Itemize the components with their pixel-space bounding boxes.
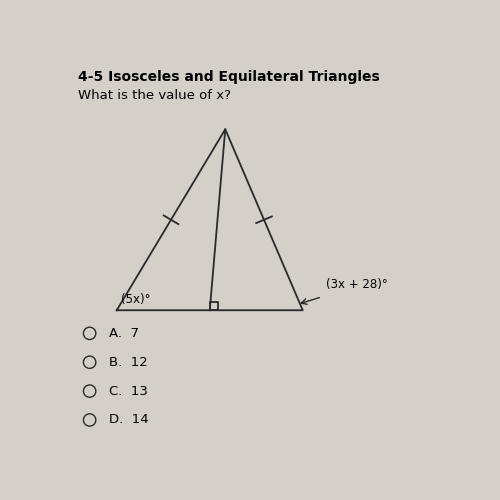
Text: A.  7: A. 7 — [109, 327, 139, 340]
Text: B.  12: B. 12 — [109, 356, 148, 368]
Text: D.  14: D. 14 — [109, 414, 148, 426]
Text: (5x)°: (5x)° — [122, 294, 151, 306]
Text: C.  13: C. 13 — [109, 384, 148, 398]
Text: (3x + 28)°: (3x + 28)° — [326, 278, 388, 291]
Text: 4-5 Isosceles and Equilateral Triangles: 4-5 Isosceles and Equilateral Triangles — [78, 70, 380, 84]
Text: What is the value of x?: What is the value of x? — [78, 89, 231, 102]
